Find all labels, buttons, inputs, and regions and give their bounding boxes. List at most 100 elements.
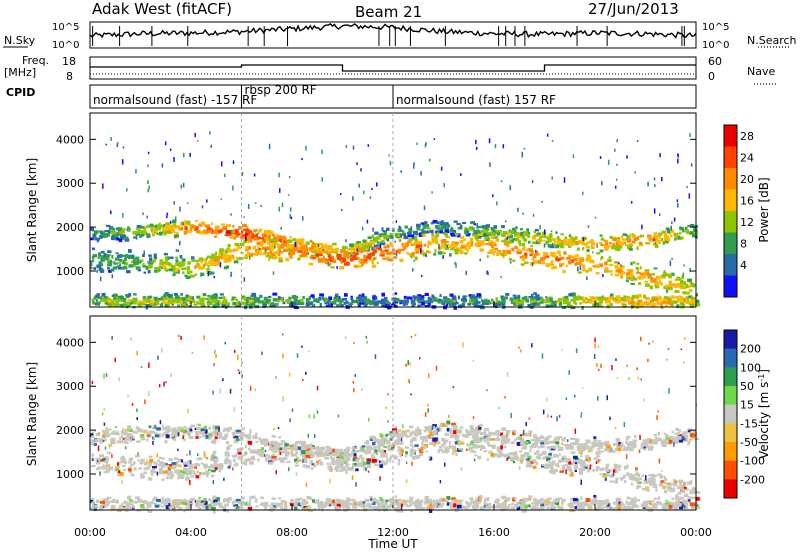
power-cell bbox=[294, 302, 300, 305]
velocity-cell bbox=[146, 466, 151, 469]
power-cell bbox=[628, 244, 633, 248]
velocity-cell bbox=[190, 429, 194, 433]
velocity-cell bbox=[622, 474, 626, 479]
power-cell bbox=[199, 231, 205, 235]
velocity-cell bbox=[353, 464, 357, 467]
power-cell bbox=[642, 303, 647, 306]
power-cell bbox=[345, 300, 349, 304]
velocity-cell bbox=[663, 475, 666, 478]
velocity-cell bbox=[633, 440, 637, 444]
power-cell bbox=[218, 296, 223, 300]
power-cell bbox=[132, 264, 135, 267]
velocity-cell bbox=[474, 454, 478, 457]
velocity-cell bbox=[438, 445, 443, 449]
power-scatter bbox=[220, 198, 223, 201]
velocity-cell bbox=[286, 452, 289, 457]
power-cell bbox=[534, 253, 538, 257]
power-scatter bbox=[581, 191, 584, 195]
power-cell bbox=[214, 255, 219, 259]
velocity-cell bbox=[661, 443, 666, 447]
power-cell bbox=[120, 296, 125, 300]
power-cell bbox=[350, 302, 354, 306]
power-cell bbox=[453, 229, 457, 233]
power-cell bbox=[362, 245, 365, 249]
power-cell bbox=[443, 296, 448, 300]
velocity-cell bbox=[531, 442, 536, 447]
power-cell bbox=[650, 273, 656, 276]
velocity-cell bbox=[574, 469, 578, 472]
velocity-cell bbox=[91, 503, 96, 507]
power-cell bbox=[154, 297, 158, 302]
power-scatter bbox=[166, 212, 169, 216]
velocity-cell bbox=[365, 440, 370, 443]
power-cell bbox=[607, 258, 612, 262]
velocity-cell bbox=[619, 441, 623, 444]
velocity-cell bbox=[662, 485, 666, 490]
power-cell bbox=[392, 251, 396, 256]
power-cell bbox=[520, 299, 526, 302]
velocity-cell bbox=[491, 432, 496, 436]
power-cell bbox=[92, 300, 95, 304]
power-scatter bbox=[224, 173, 226, 178]
power-cell bbox=[492, 250, 496, 253]
power-cell bbox=[649, 285, 654, 290]
velocity-cell bbox=[593, 438, 598, 442]
power-cell bbox=[680, 227, 684, 231]
power-cell bbox=[148, 262, 154, 265]
velocity-cell bbox=[473, 433, 479, 436]
velocity-cell bbox=[152, 430, 155, 434]
power-cell bbox=[539, 298, 543, 302]
power-scatter bbox=[173, 157, 175, 162]
power-cell bbox=[234, 228, 239, 233]
velocity-cell bbox=[299, 449, 302, 453]
power-cell bbox=[164, 301, 169, 304]
power-cell bbox=[470, 298, 476, 302]
velocity-cell bbox=[235, 431, 241, 434]
velocity-cell bbox=[526, 460, 530, 464]
velocity-cell bbox=[177, 476, 180, 480]
power-scatter bbox=[509, 185, 512, 191]
power-cell bbox=[386, 227, 390, 231]
velocity-cell bbox=[541, 463, 545, 467]
velocity-cell bbox=[140, 434, 145, 438]
velocity-cell bbox=[217, 465, 221, 469]
power-cell bbox=[114, 262, 118, 265]
velocity-cell bbox=[604, 505, 609, 509]
power-cell bbox=[185, 294, 189, 299]
velocity-cell bbox=[225, 441, 230, 445]
velocity-cell bbox=[335, 452, 340, 457]
velocity-cell bbox=[176, 469, 180, 472]
power-cell bbox=[347, 248, 351, 251]
power-cell bbox=[153, 253, 157, 256]
power-scatter bbox=[454, 261, 456, 265]
power-cell bbox=[614, 237, 618, 242]
power-cell bbox=[255, 229, 258, 232]
velocity-cell bbox=[414, 428, 418, 432]
power-cell bbox=[374, 231, 379, 235]
power-cell bbox=[404, 242, 410, 246]
power-cell bbox=[585, 257, 591, 261]
power-cell bbox=[676, 278, 682, 281]
velocity-cell bbox=[132, 430, 137, 434]
power-cell bbox=[146, 225, 151, 229]
power-cell bbox=[567, 254, 572, 259]
power-cell bbox=[604, 242, 609, 246]
velocity-cell bbox=[214, 458, 219, 462]
power-cell bbox=[336, 304, 340, 307]
power-cell bbox=[506, 249, 511, 254]
power-cell bbox=[685, 296, 689, 299]
power-cell bbox=[479, 242, 485, 246]
noise-tick-high-left: 10^5 bbox=[52, 22, 79, 33]
power-cell bbox=[404, 225, 408, 229]
velocity-cell bbox=[167, 466, 171, 470]
power-scatter bbox=[438, 243, 440, 250]
power-cell bbox=[622, 241, 626, 245]
power-cell bbox=[291, 301, 297, 305]
power-cell bbox=[376, 261, 379, 265]
velocity-cell bbox=[628, 441, 634, 445]
power-cell bbox=[600, 237, 605, 241]
power-cell bbox=[589, 296, 593, 300]
power-cell bbox=[581, 247, 585, 251]
power-cell bbox=[530, 245, 533, 248]
velocity-cell bbox=[408, 425, 414, 429]
